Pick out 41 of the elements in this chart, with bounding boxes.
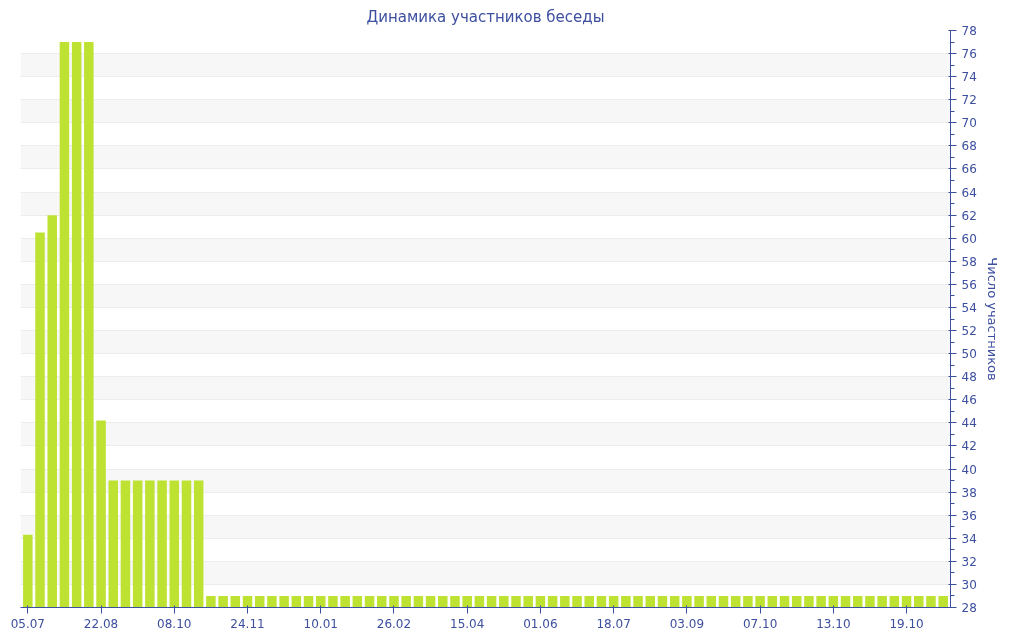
x-tick-label: 03.09 [669,616,705,631]
y-tick-label: 64 [961,185,977,200]
x-tick-label: 05.07 [10,616,46,631]
y-tick-label: 70 [961,116,977,131]
y-tick-label: 32 [961,554,977,569]
x-tick-label: 15.04 [450,616,485,631]
y-tick-label: 48 [961,370,977,385]
y-tick-label: 50 [961,347,977,362]
y-tick-label: 78 [961,24,977,38]
y-tick-label: 40 [961,462,977,477]
x-tick-label: 24.11 [230,616,265,631]
x-tick-label: 01.06 [523,616,558,631]
y-tick-label: 60 [961,231,977,246]
y-tick-label: 44 [961,416,977,431]
x-tick-label: 10.01 [303,616,338,631]
y-tick-label: 34 [961,531,977,546]
y-tick-label: 66 [961,162,977,177]
x-tick-label: 08.10 [157,616,192,631]
chart-title: Динамика участников беседы [366,7,605,26]
y-tick-label: 72 [961,93,977,108]
y-tick-label: 74 [961,70,977,85]
y-tick-label: 30 [961,577,977,592]
y-tick-label: 58 [961,254,977,269]
y-tick-label: 38 [961,485,977,500]
y-tick-label: 36 [961,508,977,523]
x-tick-label: 07.10 [742,616,778,631]
x-tick-label: 13.10 [816,616,851,631]
x-tick-label: 22.08 [83,616,119,631]
y-tick-label: 68 [961,139,977,154]
y-tick-label: 28 [961,601,977,615]
y-tick-label: 76 [961,47,977,62]
y-tick-label: 42 [961,439,977,454]
x-tick-label: 19.10 [889,616,924,631]
y-tick-label: 62 [961,208,977,223]
y-tick-label: 52 [961,324,977,339]
x-tick-label: 18.07 [596,616,631,631]
y-axis-title: Число участников [984,257,1000,381]
x-tick-label: 26.02 [376,616,412,631]
y-tick-label: 56 [961,277,977,292]
y-tick-label: 46 [961,393,977,408]
y-tick-label: 54 [961,300,977,315]
